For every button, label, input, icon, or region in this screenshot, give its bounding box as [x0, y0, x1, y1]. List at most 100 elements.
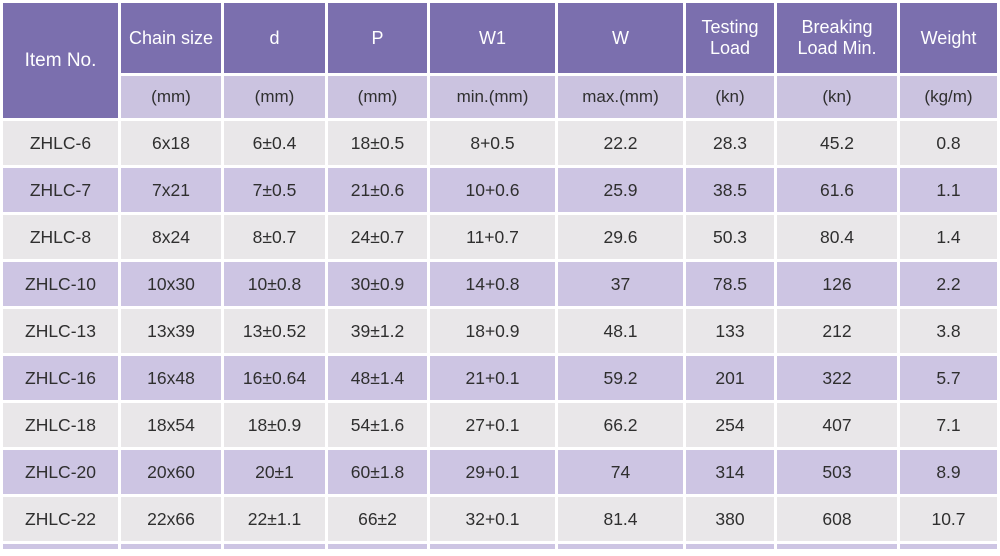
table-cell: 29.6: [558, 215, 683, 259]
table-cell: ZHLC-8: [3, 215, 118, 259]
table-cell: 10±0.8: [224, 262, 325, 306]
table-cell: 74: [558, 450, 683, 494]
table-cell: 21+0.1: [430, 356, 555, 400]
table-cell: 6±0.4: [224, 121, 325, 165]
table-cell: 13x39: [121, 309, 221, 353]
table-cell: 37: [558, 262, 683, 306]
table-cell: 314: [686, 450, 774, 494]
table-cell: 10+0.6: [430, 168, 555, 212]
table-body: ZHLC-6 6x18 6±0.4 18±0.5 8+0.5 22.2 28.3 45.2 0.…: [3, 121, 997, 541]
table-cell: 81.4: [558, 497, 683, 541]
table-cell: ZHLC-7: [3, 168, 118, 212]
table-cell: 32+0.1: [430, 497, 555, 541]
table-cell: ZHLC-22: [3, 497, 118, 541]
table-cell: 10x30: [121, 262, 221, 306]
column-header-breaking-load-min: Breaking Load Min.: [777, 3, 897, 73]
table-row: ZHLC-18 18x54 18±0.9 54±1.6 27+0.1 66.2 254 407…: [3, 403, 997, 447]
table-cell: 27+0.1: [430, 403, 555, 447]
cutoff-cell: [430, 544, 555, 549]
table-cell: 13±0.52: [224, 309, 325, 353]
cutoff-cell: [3, 544, 118, 549]
table-cell: 18±0.5: [328, 121, 427, 165]
table-cell: 20x60: [121, 450, 221, 494]
table-cell: 3.8: [900, 309, 997, 353]
table-cell: 16x48: [121, 356, 221, 400]
table-header: Item No. Chain size d P W1 W Testing Loa…: [3, 3, 997, 118]
cutoff-cell: [686, 544, 774, 549]
table-cell: 254: [686, 403, 774, 447]
table-cell: 2.2: [900, 262, 997, 306]
table-cell: 22x66: [121, 497, 221, 541]
table-cell: 608: [777, 497, 897, 541]
table-cell: 18+0.9: [430, 309, 555, 353]
column-unit-w1: min.(mm): [430, 76, 555, 118]
column-unit-p: (mm): [328, 76, 427, 118]
table-cell: 59.2: [558, 356, 683, 400]
table-cell: 78.5: [686, 262, 774, 306]
table-cell: 39±1.2: [328, 309, 427, 353]
table-cell: 22±1.1: [224, 497, 325, 541]
table-cell: ZHLC-13: [3, 309, 118, 353]
table-cell: 18±0.9: [224, 403, 325, 447]
table-cell: ZHLC-16: [3, 356, 118, 400]
table-cell: 380: [686, 497, 774, 541]
table-cell: 48.1: [558, 309, 683, 353]
column-header-w1: W1: [430, 3, 555, 73]
cutoff-cell: [777, 544, 897, 549]
table-row: ZHLC-22 22x66 22±1.1 66±2 32+0.1 81.4 380 608 10…: [3, 497, 997, 541]
table-cell: ZHLC-20: [3, 450, 118, 494]
table-cell: 8±0.7: [224, 215, 325, 259]
table-row: ZHLC-13 13x39 13±0.52 39±1.2 18+0.9 48.1 133 21…: [3, 309, 997, 353]
table-cell: 0.8: [900, 121, 997, 165]
table-cell: 11+0.7: [430, 215, 555, 259]
column-header-p: P: [328, 3, 427, 73]
table-cell: 61.6: [777, 168, 897, 212]
table-cell: 45.2: [777, 121, 897, 165]
table-cell: 29+0.1: [430, 450, 555, 494]
table-cell: 133: [686, 309, 774, 353]
table-cell: 212: [777, 309, 897, 353]
column-unit-d: (mm): [224, 76, 325, 118]
table-cell: 14+0.8: [430, 262, 555, 306]
table-cell: 8x24: [121, 215, 221, 259]
table-cell: 1.1: [900, 168, 997, 212]
table-cell: 16±0.64: [224, 356, 325, 400]
column-header-w: W: [558, 3, 683, 73]
table-cell: 30±0.9: [328, 262, 427, 306]
table-row: ZHLC-8 8x24 8±0.7 24±0.7 11+0.7 29.6 50.3 80.4 1…: [3, 215, 997, 259]
table-cell: 20±1: [224, 450, 325, 494]
table-cell: 21±0.6: [328, 168, 427, 212]
column-unit-breaking-load-min: (kn): [777, 76, 897, 118]
column-header-item-no: Item No.: [3, 3, 118, 118]
table-cell: 503: [777, 450, 897, 494]
table-cell: 126: [777, 262, 897, 306]
table-row: ZHLC-20 20x60 20±1 60±1.8 29+0.1 74 314 503 8.9: [3, 450, 997, 494]
column-unit-chain-size: (mm): [121, 76, 221, 118]
table-cell: 7.1: [900, 403, 997, 447]
table-cell: ZHLC-6: [3, 121, 118, 165]
table-cell: 50.3: [686, 215, 774, 259]
table-cell: 322: [777, 356, 897, 400]
table-cell: 48±1.4: [328, 356, 427, 400]
table-cell: 28.3: [686, 121, 774, 165]
table-cell: 25.9: [558, 168, 683, 212]
table-cell: 8.9: [900, 450, 997, 494]
table-row: ZHLC-16 16x48 16±0.64 48±1.4 21+0.1 59.2 201 32…: [3, 356, 997, 400]
table-cell: 6x18: [121, 121, 221, 165]
table-cell: 54±1.6: [328, 403, 427, 447]
table-cell: 38.5: [686, 168, 774, 212]
table-cell: 5.7: [900, 356, 997, 400]
table-cell: 66.2: [558, 403, 683, 447]
table-cell: 24±0.7: [328, 215, 427, 259]
table-cell: ZHLC-18: [3, 403, 118, 447]
table-row: ZHLC-10 10x30 10±0.8 30±0.9 14+0.8 37 78.5 126 2…: [3, 262, 997, 306]
column-unit-weight: (kg/m): [900, 76, 997, 118]
column-unit-w: max.(mm): [558, 76, 683, 118]
cutoff-cell: [328, 544, 427, 549]
cutoff-cell: [224, 544, 325, 549]
column-header-d: d: [224, 3, 325, 73]
table-cell: 7±0.5: [224, 168, 325, 212]
table-cell: 80.4: [777, 215, 897, 259]
